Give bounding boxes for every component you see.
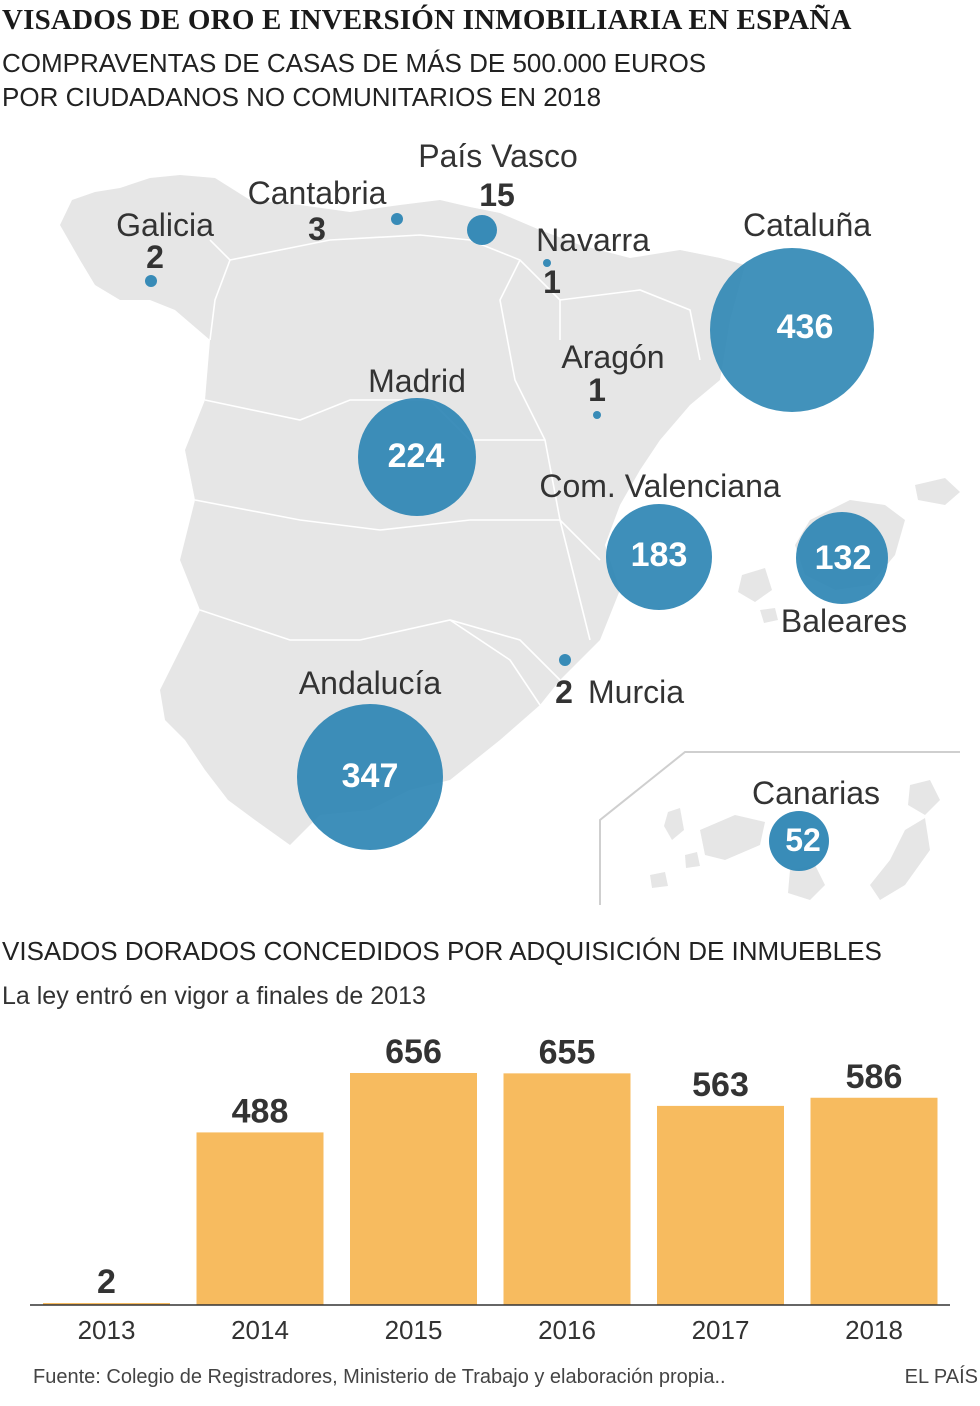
bubble-galicia[interactable] bbox=[145, 275, 157, 287]
bar-chart: 2 2013 488 2014 656 2015 655 2016 563 2017 586 2018 bbox=[30, 1033, 950, 1345]
bar-value-2018: 586 bbox=[846, 1058, 903, 1096]
canarias-la-gomera-shape bbox=[685, 852, 700, 868]
bubble-pais-vasco[interactable] bbox=[467, 215, 497, 245]
count-cantabria: 3 bbox=[308, 211, 326, 247]
count-navarra: 1 bbox=[543, 264, 561, 300]
name-cataluna: Cataluña bbox=[743, 207, 871, 243]
bubble-madrid[interactable] bbox=[358, 398, 476, 516]
page-title: VISADOS DE ORO E INVERSIÓN INMOBILIARIA … bbox=[2, 4, 852, 36]
name-madrid: Madrid bbox=[368, 363, 466, 399]
name-cantabria: Cantabria bbox=[248, 175, 387, 211]
bars-layer bbox=[43, 1073, 938, 1305]
x-tick-2016: 2016 bbox=[538, 1315, 596, 1345]
bar-2017[interactable] bbox=[657, 1105, 784, 1305]
bar-value-2016: 655 bbox=[539, 1033, 596, 1071]
bubble-aragon[interactable] bbox=[593, 411, 601, 419]
name-aragon: Aragón bbox=[561, 339, 664, 375]
name-canarias: Canarias bbox=[752, 775, 880, 811]
x-tick-2013: 2013 bbox=[78, 1315, 136, 1345]
spain-map: 436 224 183 132 347 52 Galicia Cantabria… bbox=[60, 138, 960, 905]
value-canarias: 52 bbox=[785, 822, 821, 858]
bar-2014[interactable] bbox=[196, 1132, 324, 1305]
bar-2015[interactable] bbox=[350, 1073, 477, 1305]
bar-2016[interactable] bbox=[503, 1073, 631, 1305]
count-galicia: 2 bbox=[146, 239, 164, 275]
canarias-lanzarote-shape bbox=[908, 780, 940, 815]
bubble-valenciana[interactable] bbox=[606, 504, 712, 610]
canarias-fuerteventura-shape bbox=[870, 818, 930, 900]
region-bubbles bbox=[145, 213, 888, 871]
bubble-cataluna[interactable] bbox=[710, 248, 874, 412]
name-pais-vasco: País Vasco bbox=[418, 138, 577, 174]
bubble-navarra[interactable] bbox=[543, 259, 551, 267]
bar-2018[interactable] bbox=[810, 1097, 938, 1305]
map-subtitle-line1: COMPRAVENTAS DE CASAS DE MÁS DE 500.000 … bbox=[2, 48, 707, 78]
name-navarra: Navarra bbox=[536, 222, 650, 258]
canarias-la-palma-shape bbox=[664, 808, 684, 840]
region-names: Galicia Cantabria País Vasco Navarra Cat… bbox=[116, 138, 907, 811]
bar-2013[interactable] bbox=[43, 1303, 170, 1305]
name-baleares: Baleares bbox=[781, 603, 907, 639]
region-counts: 2 3 15 1 1 2 bbox=[146, 177, 606, 710]
x-tick-2014: 2014 bbox=[231, 1315, 289, 1345]
x-tick-2017: 2017 bbox=[692, 1315, 750, 1345]
bars-subtitle: La ley entró en vigor a finales de 2013 bbox=[2, 982, 426, 1010]
x-tick-2015: 2015 bbox=[385, 1315, 443, 1345]
bubble-canarias[interactable] bbox=[769, 811, 829, 871]
bubble-murcia[interactable] bbox=[559, 654, 571, 666]
name-murcia: Murcia bbox=[588, 674, 684, 710]
x-tick-2018: 2018 bbox=[845, 1315, 903, 1345]
bar-value-2014: 488 bbox=[232, 1092, 289, 1130]
region-borders bbox=[194, 234, 701, 706]
value-valenciana: 183 bbox=[631, 536, 688, 574]
name-galicia: Galicia bbox=[116, 207, 214, 243]
count-aragon: 1 bbox=[588, 372, 606, 408]
name-andalucia: Andalucía bbox=[299, 665, 442, 701]
canarias-inset-frame bbox=[599, 751, 960, 905]
value-baleares: 132 bbox=[815, 539, 872, 577]
brand-label: EL PAÍS bbox=[904, 1366, 978, 1388]
menorca-shape bbox=[915, 478, 960, 505]
canarias-tenerife-shape bbox=[700, 815, 765, 860]
bars-title: VISADOS DORADOS CONCEDIDOS POR ADQUISICI… bbox=[2, 936, 882, 966]
bar-value-2015: 656 bbox=[385, 1033, 442, 1071]
bubble-values: 436 224 183 132 347 52 bbox=[342, 308, 872, 858]
value-cataluna: 436 bbox=[777, 308, 834, 346]
value-andalucia: 347 bbox=[342, 757, 399, 795]
bubble-cantabria[interactable] bbox=[391, 213, 403, 225]
map-subtitle-line2: POR CIUDADANOS NO COMUNITARIOS EN 2018 bbox=[2, 82, 602, 112]
formentera-shape bbox=[760, 608, 778, 623]
canarias-el-hierro-shape bbox=[650, 872, 668, 888]
source-footer: Fuente: Colegio de Registradores, Minist… bbox=[33, 1366, 726, 1388]
name-valenciana: Com. Valenciana bbox=[539, 468, 781, 504]
bubble-baleares[interactable] bbox=[796, 512, 888, 604]
count-pais-vasco: 15 bbox=[479, 177, 515, 213]
canarias-gran-canaria-shape bbox=[788, 865, 825, 900]
bar-value-2013: 2 bbox=[97, 1263, 116, 1301]
bubble-andalucia[interactable] bbox=[297, 704, 443, 850]
ibiza-shape bbox=[738, 568, 772, 602]
count-murcia: 2 bbox=[555, 674, 573, 710]
labels-layer: 2 2013 488 2014 656 2015 655 2016 563 2017 586 2018 bbox=[78, 1033, 903, 1345]
bar-value-2017: 563 bbox=[692, 1066, 749, 1104]
value-madrid: 224 bbox=[388, 437, 445, 475]
